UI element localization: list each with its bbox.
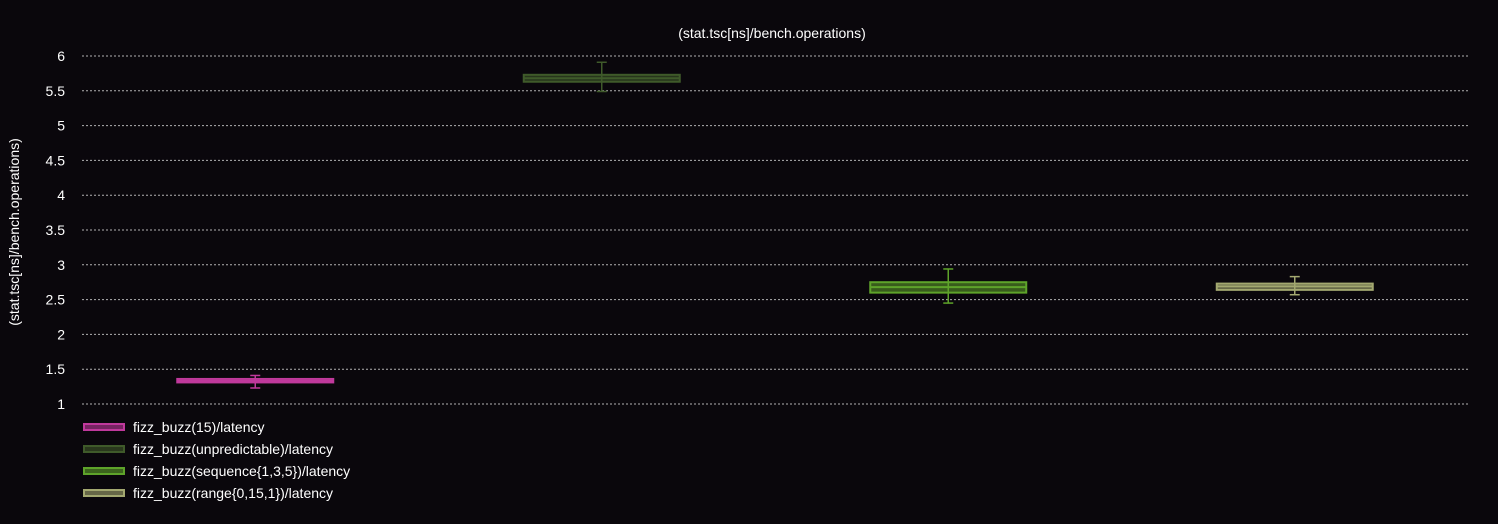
box-series bbox=[176, 61, 1374, 389]
legend-label: fizz_buzz(sequence{1,3,5})/latency bbox=[133, 463, 350, 479]
legend-item: fizz_buzz(range{0,15,1})/latency bbox=[83, 485, 333, 501]
y-tick-label: 1.5 bbox=[46, 361, 66, 377]
box-2 bbox=[522, 61, 681, 93]
y-tick-label: 6 bbox=[57, 48, 65, 64]
y-tick-labels: 1 1.5 2 2.5 3 3.5 4 4.5 5 5.5 6 bbox=[46, 48, 66, 412]
legend-label: fizz_buzz(15)/latency bbox=[133, 419, 265, 435]
legend-item: fizz_buzz(unpredictable)/latency bbox=[83, 441, 333, 457]
legend-item: fizz_buzz(15)/latency bbox=[83, 419, 265, 435]
box-1 bbox=[176, 374, 335, 389]
y-tick-label: 5.5 bbox=[46, 83, 66, 99]
box-3 bbox=[869, 268, 1028, 304]
legend-swatch bbox=[83, 445, 125, 453]
y-tick-label: 4 bbox=[57, 187, 65, 203]
chart-title: (stat.tsc[ns]/bench.operations) bbox=[678, 25, 866, 41]
y-axis-label: (stat.tsc[ns]/bench.operations) bbox=[6, 138, 22, 326]
y-tick-label: 3.5 bbox=[46, 222, 66, 238]
y-tick-label: 4.5 bbox=[46, 152, 66, 168]
legend-item: fizz_buzz(sequence{1,3,5})/latency bbox=[83, 463, 350, 479]
y-tick-label: 1 bbox=[57, 396, 65, 412]
legend-label: fizz_buzz(unpredictable)/latency bbox=[133, 441, 333, 457]
y-tick-label: 2.5 bbox=[46, 292, 66, 308]
legend-swatch bbox=[83, 489, 125, 497]
grid-lines bbox=[82, 55, 1468, 405]
legend-label: fizz_buzz(range{0,15,1})/latency bbox=[133, 485, 333, 501]
legend-swatch bbox=[83, 423, 125, 431]
y-tick-label: 3 bbox=[57, 257, 65, 273]
box-4 bbox=[1215, 275, 1374, 296]
y-tick-label: 2 bbox=[57, 326, 65, 342]
legend: fizz_buzz(15)/latency fizz_buzz(unpredict… bbox=[83, 419, 350, 501]
y-tick-label: 5 bbox=[57, 118, 65, 134]
legend-swatch bbox=[83, 467, 125, 475]
